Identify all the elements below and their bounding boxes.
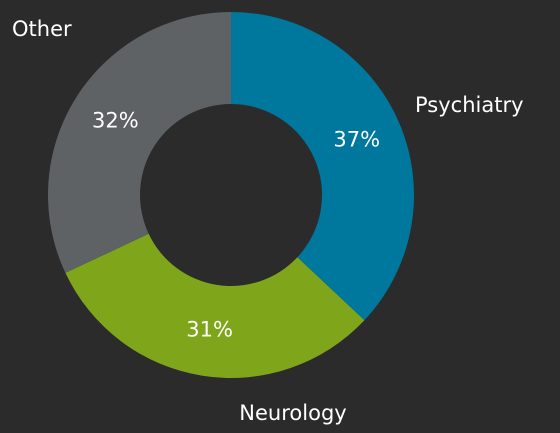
- value-label: 31%: [186, 317, 233, 341]
- donut-slice: [65, 233, 365, 378]
- category-label: Psychiatry: [415, 93, 524, 117]
- donut-slice: [48, 12, 232, 273]
- category-label: Neurology: [239, 401, 346, 425]
- value-label: 32%: [92, 109, 139, 133]
- donut-slice: [231, 12, 414, 321]
- value-label: 37%: [333, 128, 380, 152]
- category-label: Other: [12, 17, 72, 41]
